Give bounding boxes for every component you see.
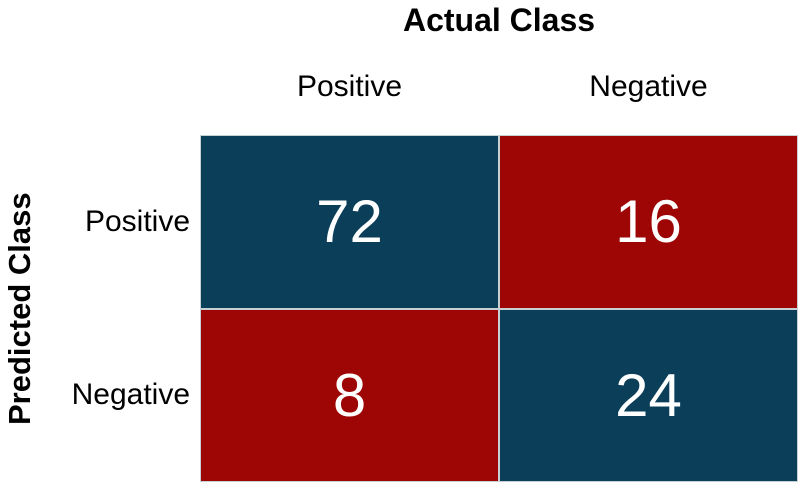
- column-header-row: Positive Negative: [200, 70, 798, 104]
- column-header-positive: Positive: [296, 70, 403, 103]
- cell-true-negative: 24: [499, 308, 798, 482]
- column-header-negative: Negative: [589, 70, 708, 103]
- x-axis-title: Actual Class: [402, 2, 596, 38]
- cell-true-positive: 72: [200, 135, 499, 309]
- row-label-column: Positive Negative: [40, 135, 195, 482]
- cell-false-positive: 8: [200, 308, 499, 482]
- row-label-positive: Positive: [84, 204, 190, 238]
- cell-false-negative: 16: [499, 135, 798, 309]
- matrix-grid: 72 16 8 24: [200, 135, 798, 482]
- y-axis-title: Predicted Class: [2, 192, 37, 425]
- row-label-negative: Negative: [71, 378, 190, 412]
